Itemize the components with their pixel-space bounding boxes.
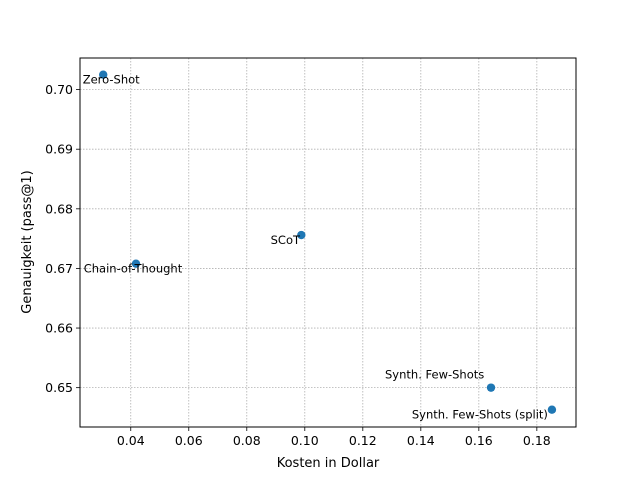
plot-frame	[79, 57, 577, 428]
data-point	[547, 405, 557, 414]
plot-background	[80, 58, 576, 427]
y-tick-label: 0.65	[45, 380, 73, 395]
data-point	[297, 230, 306, 240]
point-label: Zero-Shot	[83, 73, 140, 87]
x-tick-label: 0.18	[523, 433, 551, 448]
x-axis-label: Kosten in Dollar	[277, 456, 380, 471]
y-tick-label: 0.68	[45, 201, 73, 216]
point-label: Synth. Few-Shots	[385, 368, 484, 382]
x-tick-label: 0.10	[291, 433, 319, 448]
axis-ticks: 0.04 0.06 0.08 0.10 0.12 0.14 0.16 0.18 0.65 0.66…	[45, 82, 551, 448]
y-tick-label: 0.66	[45, 321, 73, 336]
data-point	[99, 70, 108, 79]
y-tick-label: 0.67	[45, 261, 73, 276]
grid	[80, 58, 576, 427]
point-label: Chain-of-Thought	[84, 262, 183, 276]
x-tick-label: 0.12	[349, 433, 377, 448]
data-point	[486, 383, 496, 392]
y-axis-label: Genauigkeit (pass@1)	[20, 170, 35, 313]
data-point	[131, 259, 141, 268]
data-points: Zero-Shot Chain-of-Thought SCoT Synth. Few-…	[83, 70, 557, 422]
x-tick-label: 0.16	[465, 433, 493, 448]
point-label: Synth. Few-Shots (split)	[412, 408, 548, 422]
x-tick-label: 0.06	[175, 433, 203, 448]
y-tick-label: 0.69	[45, 142, 73, 157]
y-tick-label: 0.70	[45, 82, 73, 97]
point-label: SCoT	[271, 233, 301, 247]
x-tick-label: 0.04	[117, 433, 145, 448]
x-tick-label: 0.08	[233, 433, 261, 448]
x-tick-label: 0.14	[407, 433, 435, 448]
